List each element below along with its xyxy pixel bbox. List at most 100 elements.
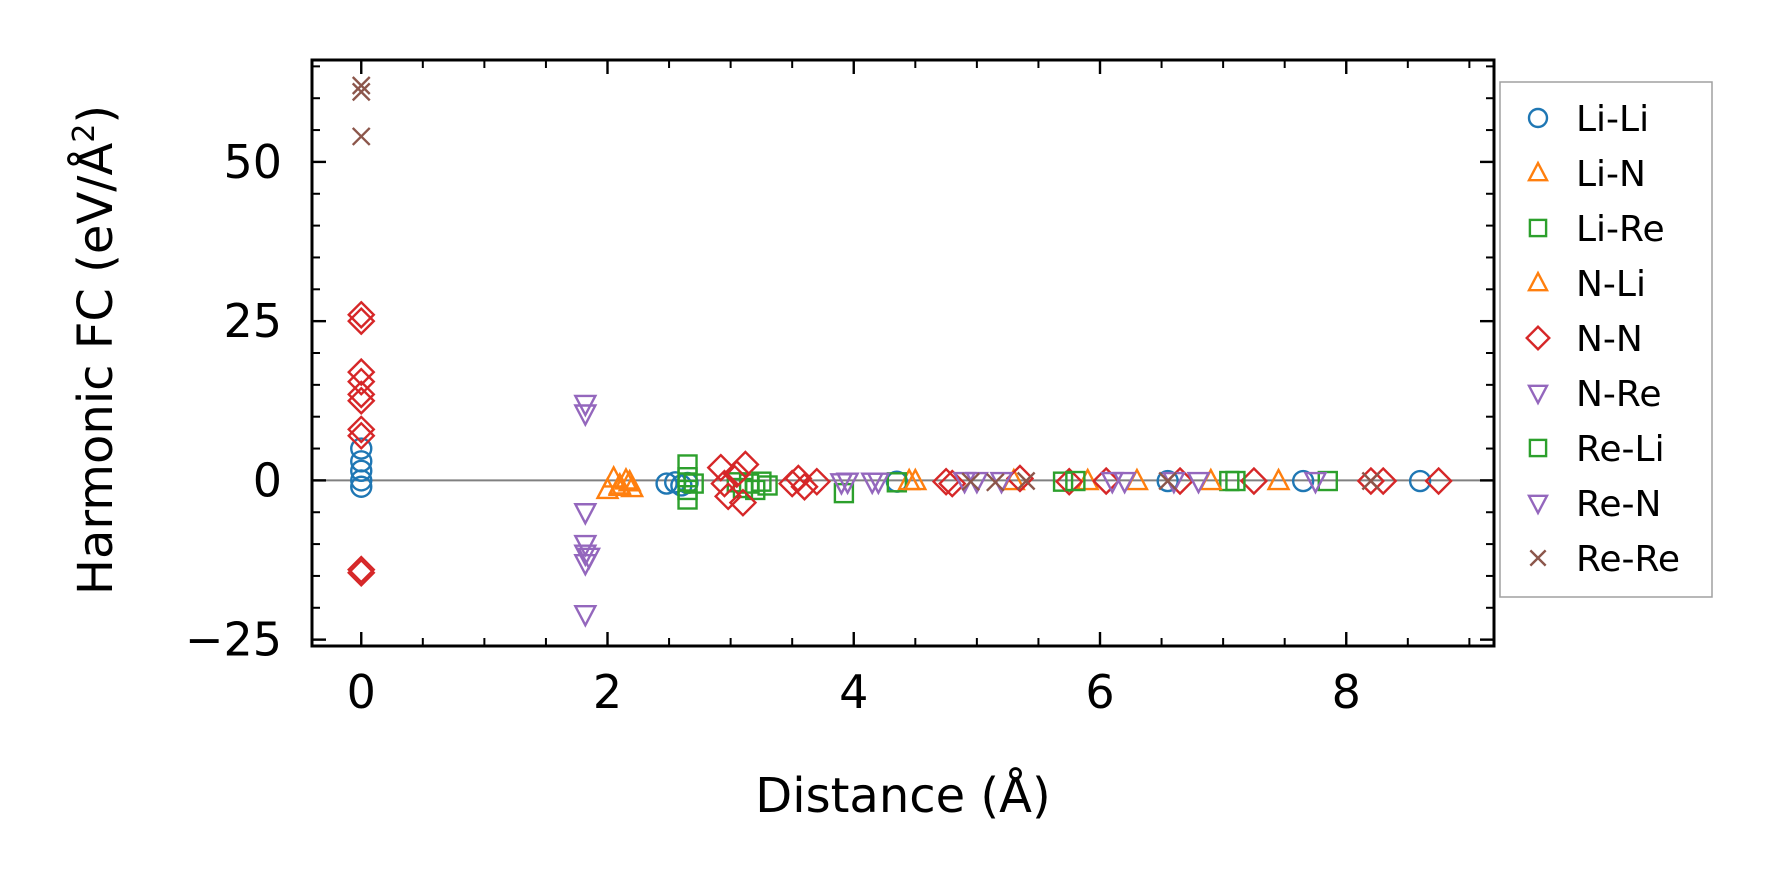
data-point <box>347 357 376 387</box>
data-point <box>347 306 376 336</box>
data-point <box>802 467 832 496</box>
legend-marker <box>1527 107 1549 129</box>
legend-entry: Re-Li <box>1528 429 1665 470</box>
data-point <box>1100 471 1125 495</box>
legend-entry: Re-N <box>1527 484 1661 525</box>
data-points-group <box>347 76 1453 628</box>
data-point <box>1016 471 1036 491</box>
legend-marker <box>1528 218 1548 238</box>
data-point <box>347 380 376 409</box>
data-point <box>683 473 704 494</box>
legend-marker <box>1525 325 1551 351</box>
data-point <box>1361 471 1381 491</box>
data-point <box>722 459 751 489</box>
data-point <box>751 471 772 492</box>
data-point <box>1075 467 1100 491</box>
data-point <box>903 467 928 491</box>
legend-entry: Li-Li <box>1527 99 1649 140</box>
legend-label: N-Re <box>1576 374 1661 415</box>
legend-label: Re-Li <box>1576 429 1665 470</box>
data-point <box>961 472 981 492</box>
data-point <box>347 555 376 584</box>
y-axis-label-main: Harmonic FC (eV/Å <box>67 143 124 596</box>
data-point <box>347 421 376 451</box>
data-point <box>713 482 743 511</box>
y-tick-label: 0 <box>253 453 282 507</box>
x-tick-label: 2 <box>593 665 622 719</box>
data-point <box>829 473 854 496</box>
data-point <box>607 471 632 495</box>
legend-entry: N-Re <box>1527 374 1661 415</box>
legend-entry: Re-Re <box>1529 539 1680 580</box>
legend-marker <box>1529 549 1547 567</box>
marker-stroke <box>351 82 371 102</box>
data-point <box>1186 471 1211 495</box>
data-point <box>1052 471 1074 492</box>
y-axis-label-suffix: ) <box>68 105 124 124</box>
data-point <box>706 453 735 482</box>
legend-entry: Li-N <box>1527 154 1646 195</box>
data-point <box>350 459 373 483</box>
data-point <box>1424 466 1453 496</box>
legend-label: Li-N <box>1576 154 1646 195</box>
data-point <box>347 558 376 587</box>
marker-stroke <box>351 76 371 95</box>
data-point <box>677 454 698 475</box>
plot-frame <box>310 58 1496 648</box>
data-point <box>1408 469 1432 493</box>
data-point <box>351 82 371 102</box>
data-point <box>985 472 1005 492</box>
data-point <box>784 464 813 493</box>
marker-stroke <box>961 472 981 492</box>
legend-marker <box>1527 384 1549 406</box>
data-point <box>731 450 760 479</box>
data-point <box>677 489 698 510</box>
data-point <box>710 469 739 498</box>
data-point <box>573 604 598 628</box>
data-point <box>350 469 373 492</box>
series-n-n <box>347 300 1453 587</box>
y-axis-label-superscript: 2 <box>67 124 102 143</box>
data-point <box>350 475 373 498</box>
data-point <box>938 469 967 498</box>
data-point <box>1055 467 1084 496</box>
x-axis-label: Distance (Å) <box>755 767 1050 824</box>
y-tick-labels-group: −25 0 25 50 <box>185 135 282 667</box>
legend-label: N-N <box>1576 319 1643 360</box>
marker-stroke <box>1016 471 1036 491</box>
data-point <box>757 475 778 496</box>
data-point <box>347 367 376 396</box>
legend-label: Re-N <box>1576 484 1661 525</box>
ticks-group <box>312 60 1494 646</box>
legend-label: Li-Re <box>1576 209 1665 250</box>
data-point <box>1156 469 1179 493</box>
data-point <box>1065 470 1086 492</box>
legend-marker <box>1527 494 1549 516</box>
x-tick-label: 6 <box>1085 665 1114 719</box>
legend: Li-Li Li-N Li-Re N-Li N-N N-Re Re-Li Re-N Re-Re <box>1499 81 1713 598</box>
data-point <box>351 127 371 146</box>
y-axis-label: Harmonic FC (eV/Å2) <box>67 105 124 595</box>
marker-stroke <box>351 127 371 146</box>
marker-stroke <box>1529 549 1547 567</box>
data-point <box>577 547 602 571</box>
legend-marker <box>1527 160 1549 182</box>
data-point <box>573 503 598 526</box>
legend-label: Re-Re <box>1576 539 1680 580</box>
data-point <box>886 472 908 493</box>
data-point <box>347 300 376 329</box>
x-tick-label: 8 <box>1332 665 1361 719</box>
data-point <box>931 467 961 496</box>
legend-entry: N-N <box>1525 319 1643 360</box>
data-point <box>617 468 642 492</box>
y-tick-label: −25 <box>185 613 282 667</box>
legend-entry: Li-Re <box>1528 209 1665 250</box>
data-point <box>573 404 598 428</box>
data-point <box>347 415 376 444</box>
data-point <box>347 386 376 415</box>
data-point <box>1225 470 1246 492</box>
x-tick-labels-group: 0 2 4 6 8 <box>347 665 1361 719</box>
data-point <box>860 472 885 496</box>
series-n-re <box>573 394 1328 628</box>
